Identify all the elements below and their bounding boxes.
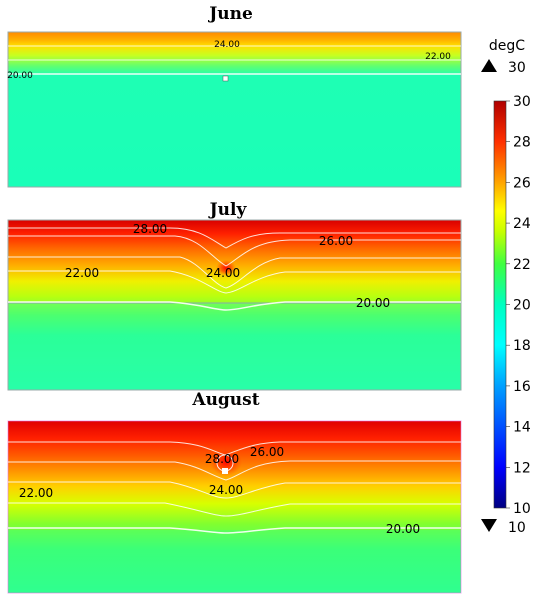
august-hotspot [210,448,242,476]
august-contour-26 [8,460,461,481]
panel-title-july: July [208,200,248,220]
july-contour-24 [8,256,461,289]
july-contour-26 [8,235,461,267]
august-lower-layer [8,530,461,593]
august-label-26: 26.00 [250,445,284,459]
colorbar-ticks: 30 28 26 24 22 20 18 16 14 12 10 [506,94,531,517]
colorbar-min-label: 10 [508,520,526,536]
panel-title-august: August [191,390,259,410]
july-contour-28 [8,227,461,249]
colorbar-tick-label: 18 [513,338,531,354]
colorbar-tick-label: 24 [513,216,531,232]
july-contour-22 [8,270,461,294]
colorbar-tick-label: 12 [513,460,531,476]
panel-june-field [7,31,462,188]
july-label-22: 22.00 [65,266,99,280]
colorbar-tick-label: 20 [513,298,531,314]
june-label-22: 22.00 [425,52,451,62]
colorbar-unit: degC [489,38,525,54]
colorbar [493,100,507,509]
august-label-20: 20.00 [386,522,420,536]
july-label-26: 26.00 [319,234,353,248]
panel-august-field [8,421,461,593]
colorbar-tick-label: 28 [513,135,531,151]
july-label-28: 28.00 [133,222,167,236]
colorbar-tick-label: 16 [513,379,531,395]
june-label-20: 20.00 [7,71,33,81]
august-label-24: 24.00 [209,483,243,497]
august-contour-24 [8,481,461,499]
august-contour-20 [8,527,461,534]
july-contour-20 [8,301,461,311]
july-label-20: 20.00 [356,296,390,310]
colorbar-tick-label: 10 [513,501,531,517]
august-contour-28 [8,441,461,456]
august-label-28: 28.00 [205,452,239,466]
colorbar-tick-label: 22 [513,257,531,273]
min-triangle-icon [481,519,497,532]
august-marker [222,468,228,474]
july-hotspot [216,260,236,276]
max-triangle-icon [481,59,497,72]
colorbar-max-label: 30 [508,60,526,76]
june-marker [222,75,229,82]
august-contour-22 [8,502,461,517]
colorbar-tick-label: 30 [513,94,531,110]
colorbar-tick-label: 14 [513,420,531,436]
august-label-22: 22.00 [19,486,53,500]
panel-july-field [8,220,461,390]
july-label-24: 24.00 [206,266,240,280]
june-label-24: 24.00 [214,40,240,50]
colorbar-tick-label: 26 [513,175,531,191]
july-lower-layer [7,302,462,391]
panel-title-june: June [207,4,253,24]
